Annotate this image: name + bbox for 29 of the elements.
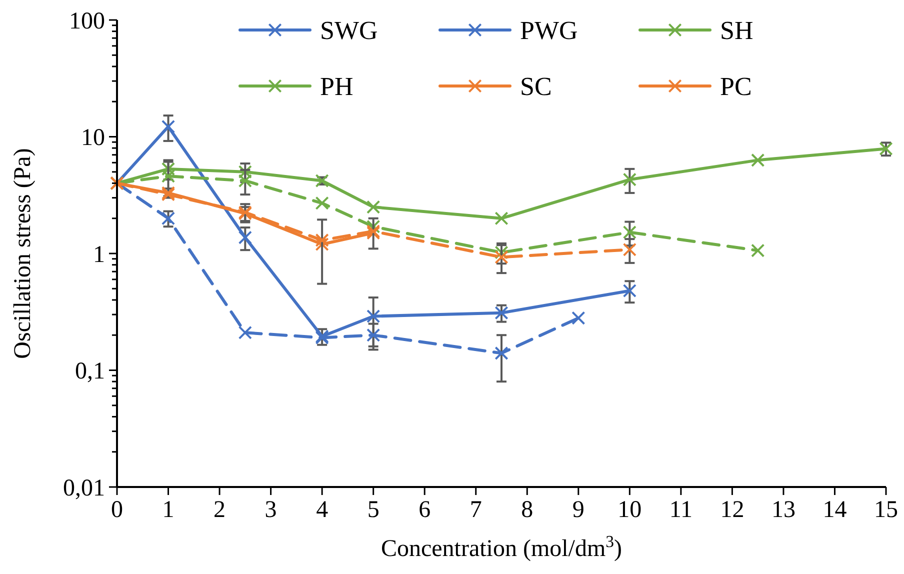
- y-tick-label: 1: [93, 242, 105, 268]
- y-tick-label: 0,01: [63, 475, 105, 502]
- y-tick-label: 0,1: [75, 358, 105, 385]
- legend-label: SH: [720, 16, 754, 46]
- x-tick-label: 4: [316, 497, 328, 523]
- x-tick-label: 14: [822, 497, 847, 523]
- x-tick-label: 7: [470, 497, 482, 523]
- x-tick-label: 11: [669, 497, 692, 523]
- y-tick-label: 100: [69, 8, 105, 34]
- x-tick-label: 3: [264, 497, 277, 523]
- legend-label: SWG: [320, 16, 378, 46]
- x-tick-label: 5: [367, 497, 380, 523]
- x-tick-label: 0: [111, 497, 123, 523]
- x-tick-label: 13: [771, 497, 796, 523]
- legend-label: PH: [320, 72, 354, 102]
- x-axis-title: Concentration (mol/dm$^{3}$): [380, 532, 622, 562]
- x-tick-label: 10: [618, 497, 642, 523]
- y-tick-label: 10: [81, 125, 105, 152]
- y-axis-title: Oscillation stress (Pa): [10, 148, 36, 359]
- legend-label: PWG: [520, 16, 578, 46]
- x-tick-label: 15: [874, 497, 898, 523]
- x-tick-label: 2: [214, 497, 226, 523]
- x-tick-label: 9: [572, 497, 584, 523]
- legend-label: PC: [720, 72, 752, 102]
- x-tick-label: 12: [720, 497, 744, 523]
- x-tick-label: 1: [162, 497, 174, 523]
- x-tick-label: 8: [521, 497, 534, 523]
- x-tick-label: 6: [418, 497, 431, 523]
- legend-label: SC: [520, 72, 552, 102]
